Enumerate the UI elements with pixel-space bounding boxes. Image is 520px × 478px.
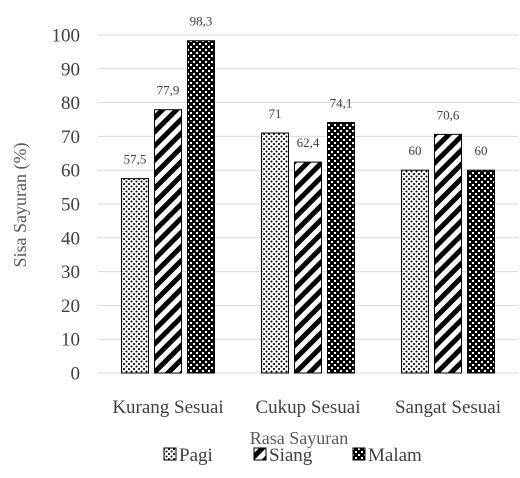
y-tick-label: 30 bbox=[61, 262, 80, 283]
y-tick-label: 10 bbox=[61, 330, 80, 351]
y-tick-label: 60 bbox=[61, 161, 80, 182]
legend-item-malam: Malam bbox=[352, 445, 422, 466]
data-labels: 57,5 77,9 98,3 71 62,4 74,1 60 70,6 60 bbox=[124, 14, 488, 167]
bars bbox=[121, 40, 495, 374]
data-label: 57,5 bbox=[124, 152, 147, 167]
data-label: 98,3 bbox=[190, 14, 213, 29]
y-tick-label: 40 bbox=[61, 228, 80, 249]
bar-malam bbox=[187, 40, 215, 374]
data-label: 74,1 bbox=[330, 96, 353, 111]
data-label: 62,4 bbox=[297, 135, 320, 150]
x-category-label: Kurang Sesuai bbox=[112, 397, 223, 418]
legend: Pagi Siang Malam bbox=[163, 445, 422, 466]
data-label: 60 bbox=[475, 143, 488, 158]
bar-siang bbox=[294, 161, 322, 374]
y-tick-label: 70 bbox=[61, 127, 80, 148]
x-category-label: Cukup Sesuai bbox=[255, 397, 360, 418]
legend-swatch bbox=[253, 447, 267, 461]
bar-siang bbox=[434, 133, 462, 374]
bar-siang bbox=[154, 109, 182, 374]
bar-pagi bbox=[401, 169, 429, 374]
x-axis-title: Rasa Sayuran bbox=[250, 428, 348, 448]
y-tick-label: 90 bbox=[61, 59, 80, 80]
y-axis-ticks: 0 10 20 30 40 50 60 70 80 90 100 bbox=[52, 26, 81, 385]
x-category-label: Sangat Sesuai bbox=[395, 397, 501, 418]
legend-swatch bbox=[352, 447, 366, 461]
legend-label: Malam bbox=[368, 445, 422, 466]
legend-label: Siang bbox=[269, 445, 313, 466]
y-tick-label: 100 bbox=[52, 26, 81, 47]
bar-pagi bbox=[121, 178, 149, 374]
bar-malam bbox=[467, 169, 495, 374]
data-label: 77,9 bbox=[157, 83, 180, 98]
y-tick-label: 80 bbox=[61, 93, 80, 114]
y-tick-label: 20 bbox=[61, 296, 80, 317]
bar-pagi bbox=[261, 132, 289, 374]
legend-swatch bbox=[163, 447, 177, 461]
data-label: 60 bbox=[409, 143, 422, 158]
legend-item-siang: Siang bbox=[253, 445, 313, 466]
data-label: 70,6 bbox=[437, 107, 460, 122]
data-label: 71 bbox=[269, 106, 282, 121]
y-axis-title: Sisa Sayuran (%) bbox=[10, 143, 31, 268]
bar-malam bbox=[327, 122, 355, 374]
legend-label: Pagi bbox=[179, 445, 213, 466]
legend-item-pagi: Pagi bbox=[163, 445, 213, 466]
y-tick-label: 0 bbox=[71, 364, 81, 385]
x-axis-categories: Kurang Sesuai Cukup Sesuai Sangat Sesuai bbox=[112, 397, 501, 418]
y-tick-label: 50 bbox=[61, 195, 80, 216]
